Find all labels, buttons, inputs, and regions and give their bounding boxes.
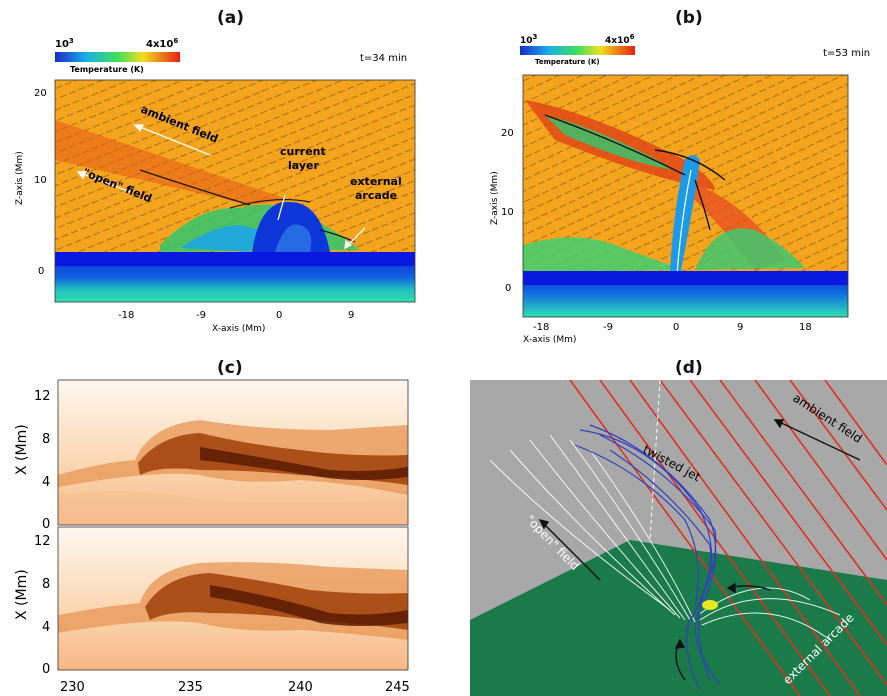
panel-label-b: (b)	[675, 8, 703, 28]
panel-label-c: (c)	[217, 358, 243, 378]
yticks-c-bottom-0: 0	[42, 662, 50, 677]
yticks-b-0: 0	[505, 283, 511, 294]
colorbar-b-min: 103	[520, 33, 538, 46]
colorbar-a-title: Temperature (K)	[70, 65, 144, 74]
xticks-b-m9: -9	[603, 322, 613, 333]
xticks-c-245: 245	[385, 680, 410, 695]
yticks-b-10: 10	[501, 207, 514, 218]
colorbar-a-min: 103	[55, 37, 74, 50]
xticks-a-0: 0	[276, 310, 282, 321]
xticks-b-18: 18	[799, 322, 812, 333]
xticks-c-240: 240	[288, 680, 313, 695]
yticks-a-10: 10	[34, 175, 47, 186]
panel-b-figure: 103 4x106 Temperature (K) t=53 min 0 10 …	[490, 33, 870, 345]
yticks-c-bottom-8: 8	[42, 577, 50, 592]
yticks-c-bottom-12: 12	[34, 534, 51, 549]
xticks-a-9: 9	[348, 310, 354, 321]
yticks-c-top-8: 8	[42, 432, 50, 447]
annotation-a-external-2: arcade	[355, 189, 397, 202]
yticks-c-top-12: 12	[34, 389, 51, 404]
yticks-c-top-0: 0	[42, 517, 50, 532]
yticks-c-bottom-4: 4	[42, 620, 50, 635]
time-b: t=53 min	[823, 48, 870, 59]
surface-plane	[470, 540, 887, 696]
panel-d-figure: ambient field twisted jet "open" field e…	[470, 380, 887, 696]
panel-c-figure: 0 4 8 12 X (Mm) 0 4 8 12 X (Mm) 230 235 …	[14, 379, 410, 695]
xticks-b-9: 9	[737, 322, 743, 333]
colorbar-b-title: Temperature (K)	[535, 58, 600, 66]
xticks-a-m9: -9	[196, 310, 206, 321]
colorbar-a	[55, 52, 180, 62]
xticks-c-235: 235	[178, 680, 203, 695]
annotation-a-external-1: external	[350, 175, 402, 188]
xticks-b-0: 0	[673, 322, 679, 333]
ylabel-c-bottom: X (Mm)	[14, 569, 30, 620]
xticks-a-m18: -18	[118, 310, 134, 321]
xlabel-a: X-axis (Mm)	[212, 324, 265, 334]
time-a: t=34 min	[360, 53, 407, 64]
panel-label-d: (d)	[675, 358, 703, 378]
colorbar-b-max: 4x106	[605, 33, 635, 46]
colorbar-b	[520, 46, 635, 55]
ylabel-b: Z-axis (Mm)	[490, 171, 500, 225]
yticks-b-20: 20	[501, 128, 514, 139]
ylabel-c-top: X (Mm)	[14, 424, 30, 475]
panel-label-a: (a)	[217, 8, 245, 28]
xlabel-b: X-axis (Mm)	[523, 335, 576, 345]
annotation-a-current-2: layer	[288, 159, 319, 172]
ylabel-a: Z-axis (Mm)	[15, 151, 25, 205]
annotation-a-current-1: current	[280, 145, 326, 158]
yticks-c-top-4: 4	[42, 475, 50, 490]
yticks-a-0: 0	[38, 266, 44, 277]
yticks-a-20: 20	[34, 88, 47, 99]
xticks-c-230: 230	[60, 680, 85, 695]
colorbar-a-max: 4x106	[146, 37, 178, 50]
jet-spire	[670, 155, 700, 275]
panel-a-figure: 103 4x106 Temperature (K) t=34 min ambie…	[15, 37, 416, 334]
xticks-b-m18: -18	[533, 322, 549, 333]
